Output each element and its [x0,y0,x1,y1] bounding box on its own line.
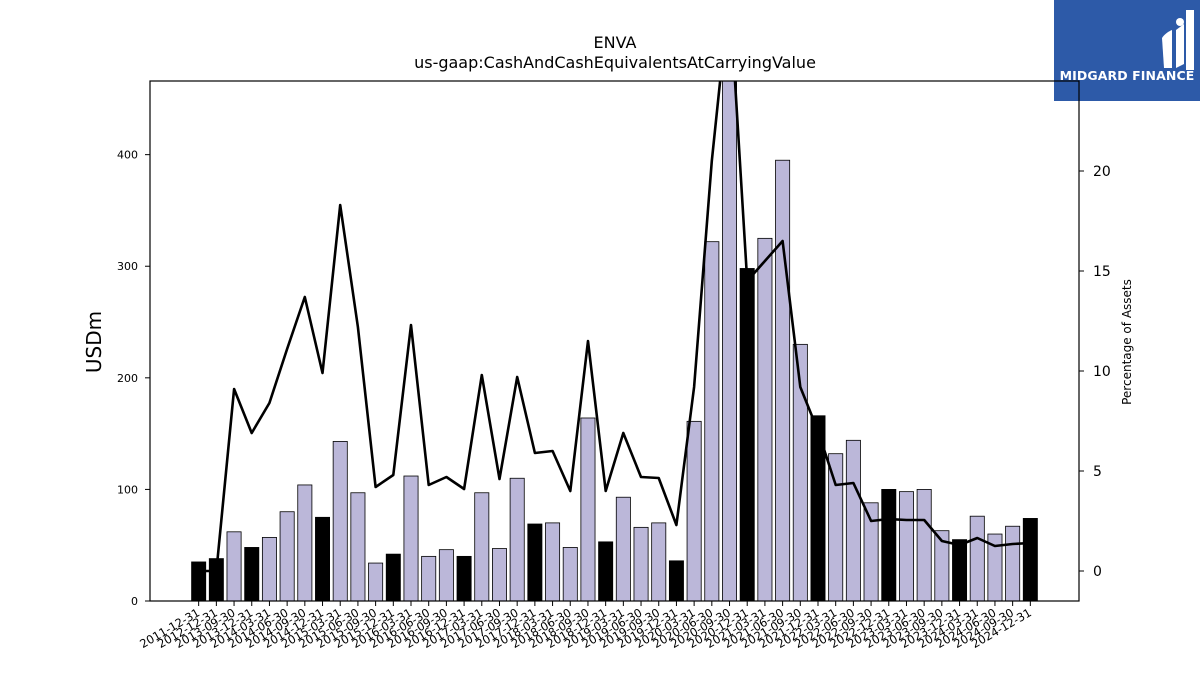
bar [898,491,914,602]
bar [952,539,968,602]
bar [332,441,348,602]
bar [739,268,755,602]
bar [863,502,879,602]
bar [456,555,472,602]
bar [580,417,596,602]
bar [668,560,684,602]
bar [615,496,631,602]
y-tick-label: 400 [117,149,138,162]
y2-tick-label: 20 [1093,164,1111,180]
bar [261,536,277,602]
bar [1005,525,1021,602]
y2-tick-label: 10 [1093,364,1111,380]
bar [315,516,331,602]
logo-mark-icon [1162,10,1194,70]
bar [1022,518,1038,602]
bar [969,515,985,602]
bar [191,561,207,602]
bar [845,439,861,602]
bar [492,548,507,602]
bar [828,453,844,602]
bar [421,555,437,602]
bar [385,553,401,602]
y2-tick-label: 15 [1093,264,1111,280]
pct-assets-line [198,81,1031,573]
bar [757,237,773,602]
y-tick-label: 200 [117,372,138,385]
bar [598,541,614,602]
bar [368,562,384,602]
bar [881,489,897,602]
bar [226,531,242,602]
bar [244,547,260,602]
y-tick-label: 0 [131,595,138,608]
y-tick-label: 300 [117,260,138,273]
bar [686,420,702,602]
bar [527,523,543,602]
bar [403,475,419,602]
bar [474,492,490,602]
bar [651,522,667,602]
bar [704,241,720,602]
plot-frame [149,80,1080,602]
midgard-finance-logo: MIDGARD FINANCE [1054,0,1200,101]
logo-text: MIDGARD FINANCE [1059,68,1195,83]
bar [722,80,737,602]
bar [545,522,561,602]
bar [775,159,791,602]
chart-title: ENVA [593,33,637,52]
chart-subtitle: us-gaap:CashAndCashEquivalentsAtCarrying… [414,53,816,72]
y2-tick-label: 5 [1093,464,1102,480]
bar [562,547,578,602]
bar [350,492,366,602]
bar [509,477,525,602]
bar [916,489,932,602]
bar [279,511,295,602]
bar [297,484,313,602]
bar [633,526,649,602]
bar [438,549,454,602]
y2-tick-label: 0 [1093,564,1102,580]
y-tick-label: 100 [117,483,138,496]
